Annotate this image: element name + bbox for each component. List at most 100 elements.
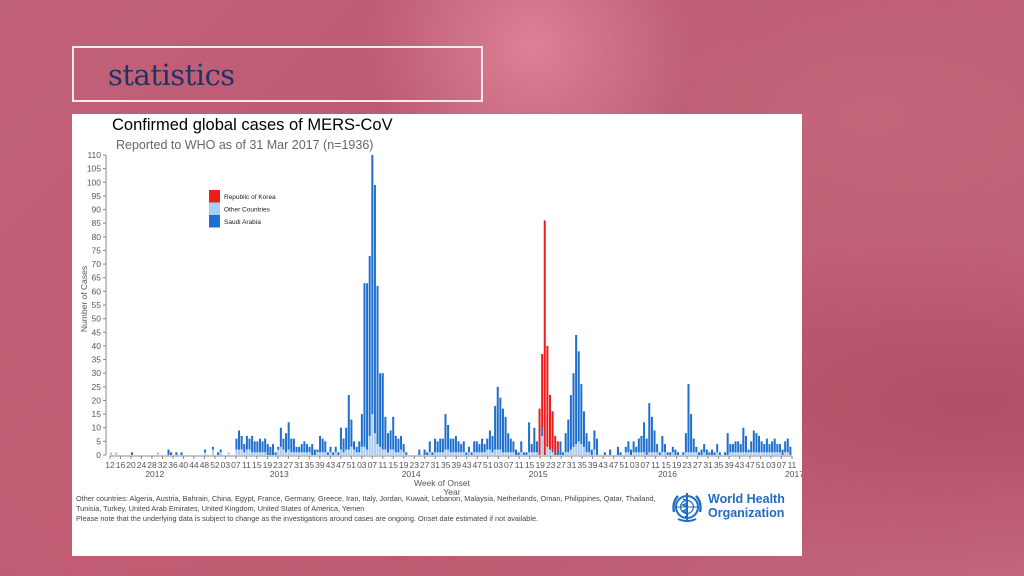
bar-other-countries: [227, 452, 230, 455]
bar-saudi-arabia: [734, 441, 737, 453]
bar-other-countries: [569, 449, 572, 455]
bar-saudi-arabia: [635, 446, 638, 453]
bar-other-countries: [635, 452, 638, 455]
bar-saudi-arabia: [755, 433, 758, 453]
y-tick-label: 70: [92, 259, 102, 269]
bar-saudi-arabia: [261, 441, 264, 453]
bar-other-countries: [687, 452, 690, 455]
bar-saudi-arabia: [360, 414, 363, 447]
bar-saudi-arabia: [379, 373, 382, 447]
bar-saudi-arabia: [585, 433, 588, 453]
bar-other-countries: [494, 449, 497, 455]
bar-other-countries: [776, 452, 779, 455]
bar-saudi-arabia: [603, 452, 606, 455]
bar-other-countries: [373, 433, 376, 455]
bar-saudi-arabia: [245, 435, 248, 450]
year-label: 2016: [658, 469, 677, 479]
bar-saudi-arabia: [580, 384, 583, 445]
bar-saudi-arabia: [491, 435, 494, 453]
bar-other-countries: [737, 452, 740, 455]
bar-other-countries: [739, 452, 742, 455]
bar-other-countries: [434, 452, 437, 455]
bar-saudi-arabia: [588, 441, 591, 453]
x-tick-label: 47: [472, 460, 482, 470]
bar-saudi-arabia: [386, 433, 389, 453]
bar-other-countries: [452, 452, 455, 455]
x-tick-label: 23: [546, 460, 556, 470]
bar-other-countries: [663, 452, 666, 455]
bar-saudi-arabia: [392, 416, 395, 450]
bar-saudi-arabia: [358, 441, 361, 453]
bar-other-countries: [758, 452, 761, 455]
x-tick-label: 27: [556, 460, 566, 470]
who-logo: World Health Organization: [670, 490, 790, 526]
year-label: 2013: [270, 469, 289, 479]
x-tick-label: 43: [735, 460, 745, 470]
bar-other-countries: [520, 452, 523, 455]
bar-saudi-arabia: [737, 441, 740, 453]
bar-saudi-arabia: [350, 419, 353, 447]
x-tick-label: 07: [368, 460, 378, 470]
bar-saudi-arabia: [533, 427, 536, 453]
bar-other-countries: [240, 449, 243, 455]
bar-saudi-arabia: [334, 446, 337, 453]
x-tick-label: 19: [399, 460, 409, 470]
x-tick-label: 03: [357, 460, 367, 470]
bar-saudi-arabia: [337, 452, 340, 455]
bar-saudi-arabia: [520, 441, 523, 453]
legend-swatch: [209, 215, 220, 228]
x-axis-label: Week of Onset: [414, 478, 471, 488]
x-tick-label: 35: [577, 460, 587, 470]
slide-title: statistics: [108, 58, 235, 92]
bar-saudi-arabia: [342, 438, 345, 453]
bar-saudi-arabia: [695, 446, 698, 453]
bars: [110, 155, 792, 455]
bar-other-countries: [366, 449, 369, 455]
bar-other-countries: [316, 452, 319, 455]
bar-saudi-arabia: [661, 435, 664, 453]
bar-saudi-arabia: [645, 438, 648, 455]
x-tick-label: 15: [661, 460, 671, 470]
bar-other-countries: [671, 452, 674, 455]
bar-other-countries: [454, 452, 457, 455]
bar-saudi-arabia: [300, 444, 303, 453]
bar-saudi-arabia: [504, 416, 507, 453]
y-tick-label: 100: [87, 177, 101, 187]
bar-other-countries: [483, 452, 486, 455]
bar-saudi-arabia: [439, 438, 442, 453]
bar-saudi-arabia: [240, 435, 243, 450]
bar-other-countries: [447, 449, 450, 455]
bar-saudi-arabia: [285, 433, 288, 453]
bar-other-countries: [661, 452, 664, 455]
bar-saudi-arabia: [771, 441, 774, 453]
bar-other-countries: [376, 444, 379, 455]
bar-other-countries: [729, 452, 732, 455]
bar-saudi-arabia: [238, 430, 241, 450]
bar-other-countries: [157, 452, 160, 455]
bar-republic-of-korea: [546, 345, 549, 447]
x-tick-label: 43: [598, 460, 608, 470]
x-tick-label: 43: [462, 460, 472, 470]
legend-label: Saudi Arabia: [224, 219, 261, 226]
bar-other-countries: [261, 452, 264, 455]
bar-saudi-arabia: [596, 438, 599, 455]
bar-saudi-arabia: [256, 441, 259, 453]
bar-saudi-arabia: [648, 403, 651, 453]
bar-saudi-arabia: [316, 449, 319, 453]
bar-saudi-arabia: [243, 444, 246, 453]
bar-other-countries: [765, 452, 768, 455]
bar-other-countries: [580, 444, 583, 455]
bar-saudi-arabia: [711, 449, 714, 455]
bar-other-countries: [750, 452, 753, 455]
bar-other-countries: [287, 449, 290, 455]
bar-other-countries: [298, 452, 301, 455]
bar-other-countries: [467, 452, 470, 455]
bar-saudi-arabia: [692, 438, 695, 453]
bar-saudi-arabia: [687, 384, 690, 453]
x-tick-label: 36: [168, 460, 178, 470]
bar-other-countries: [533, 452, 536, 455]
bar-other-countries: [541, 435, 544, 455]
bar-saudi-arabia: [684, 433, 687, 453]
bar-other-countries: [303, 452, 306, 455]
bar-other-countries: [478, 452, 481, 455]
